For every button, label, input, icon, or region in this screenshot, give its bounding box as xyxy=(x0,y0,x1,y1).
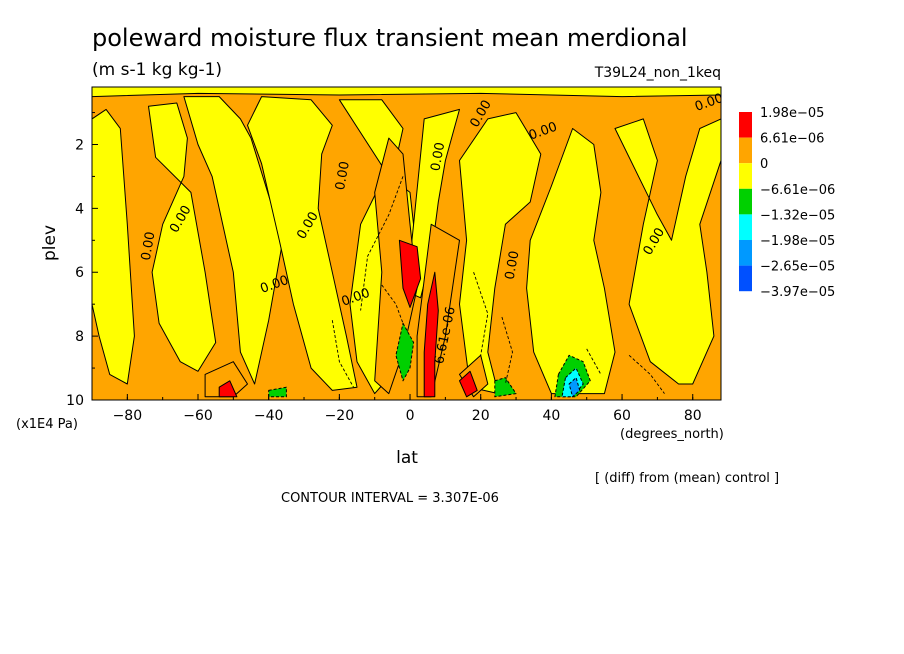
x-tick-label: 0 xyxy=(406,408,415,424)
contour-region xyxy=(247,96,358,391)
y-tick-label: 6 xyxy=(75,265,84,281)
legend-label: −6.61e−06 xyxy=(760,183,835,198)
contour-label: 0.00 xyxy=(139,231,159,262)
plot-frame xyxy=(91,86,722,401)
contour-region xyxy=(494,377,517,398)
legend-swatch xyxy=(739,137,752,164)
x-tick-label: −40 xyxy=(254,408,284,424)
y-tick-label: 10 xyxy=(66,393,84,409)
y-axis: 2 4 6 8 10 xyxy=(66,112,98,409)
contour-region xyxy=(218,380,238,398)
contour-region xyxy=(459,112,542,395)
y-axis-units: (x1E4 Pa) xyxy=(16,417,78,432)
x-tick-label: −60 xyxy=(183,408,213,424)
legend-swatch xyxy=(739,240,752,266)
legend-swatch xyxy=(739,188,752,215)
legend-label: −1.32e−05 xyxy=(760,208,835,223)
contour-region xyxy=(183,96,284,385)
y-tick-label: 4 xyxy=(75,201,84,217)
chart-title: poleward moisture flux transient mean me… xyxy=(92,24,688,52)
contour-region xyxy=(395,322,415,382)
x-tick-label: −80 xyxy=(113,408,143,424)
dashed-contour-line xyxy=(381,284,404,324)
legend-swatch xyxy=(739,112,752,138)
legend-swatch xyxy=(739,214,752,240)
x-tick-label: 40 xyxy=(542,408,560,424)
legend-label: 0 xyxy=(760,157,768,172)
contour-region xyxy=(459,370,478,398)
legend-label: 1.98e−05 xyxy=(760,106,824,121)
contour-region xyxy=(148,102,217,372)
contour-region xyxy=(568,377,581,398)
contour-region xyxy=(423,271,439,398)
contour-region xyxy=(614,118,721,385)
colorbar-legend: 1.98e−05 6.61e−06 0 −6.61e−06 −1.32e−05 −1.98… xyxy=(739,106,835,300)
y-tick-label: 8 xyxy=(75,329,84,345)
legend-label: −1.98e−05 xyxy=(760,234,835,249)
x-tick-label: 60 xyxy=(613,408,631,424)
x-axis-units: (degrees_north) xyxy=(620,427,724,442)
legend-swatch xyxy=(739,163,752,189)
legend-label: 6.61e−06 xyxy=(760,132,824,147)
dashed-contour-line xyxy=(331,320,354,388)
legend-swatch xyxy=(739,265,752,292)
filled-contour-regions xyxy=(92,87,721,398)
x-tick-label: −20 xyxy=(325,408,355,424)
dashed-contour-line xyxy=(473,272,489,356)
contour-region xyxy=(92,87,721,98)
contour-interval: CONTOUR INTERVAL = 3.307E-06 xyxy=(281,491,499,506)
x-tick-label: 20 xyxy=(472,408,490,424)
y-axis-title: plev xyxy=(40,225,60,261)
dashed-contour-line xyxy=(501,316,513,385)
dashed-contour-line xyxy=(360,176,404,311)
x-axis: −80 −60 −40 −20 0 20 40 60 80 xyxy=(91,394,702,424)
contour-label: 0.00 xyxy=(503,250,523,281)
run-label: T39L24_non_1keq xyxy=(594,65,721,81)
diff-note: [ (diff) from (mean) control ] xyxy=(595,471,779,486)
contour-region xyxy=(526,128,616,395)
contour-label: 0.00 xyxy=(333,160,353,191)
contour-region xyxy=(92,108,135,385)
chart-units: (m s-1 kg kg-1) xyxy=(92,60,222,80)
y-tick-label: 2 xyxy=(75,137,84,153)
contour-label: 0.00 xyxy=(428,141,448,172)
plot-area: 0.000.000.000.000.000.000.000.000.000.00… xyxy=(92,87,721,400)
contour-region xyxy=(204,361,248,398)
x-tick-label: 80 xyxy=(684,408,702,424)
contour-region xyxy=(398,239,422,308)
legend-label: −3.97e−05 xyxy=(760,285,835,300)
x-axis-title: lat xyxy=(396,448,418,468)
legend-label: −2.65e−05 xyxy=(760,260,835,275)
